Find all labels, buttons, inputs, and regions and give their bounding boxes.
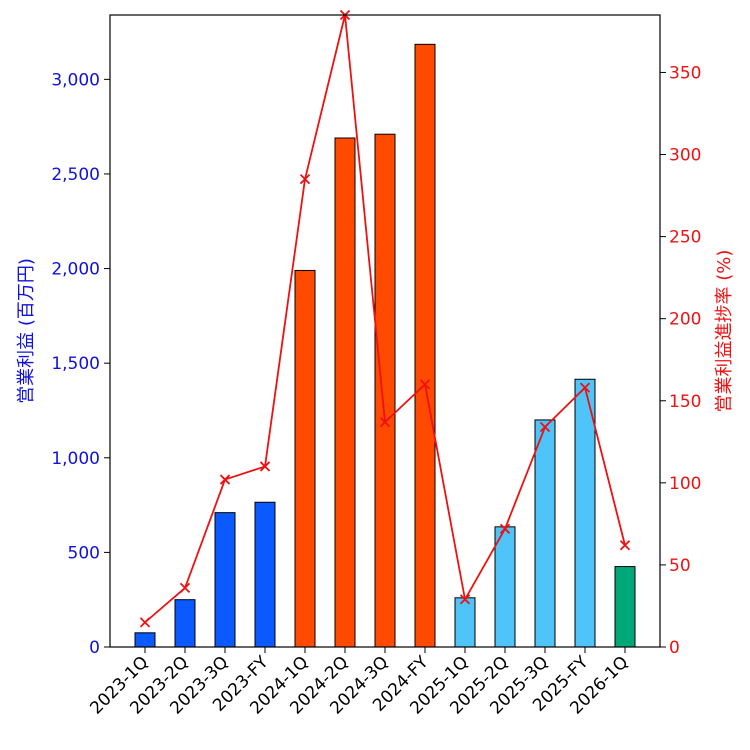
progress-marker-2024-1Q <box>299 174 311 185</box>
progress-marker-2026-1Q <box>619 540 631 551</box>
bar-2025-2Q <box>494 526 516 648</box>
bar-2023-3Q <box>214 512 236 648</box>
bar-2023-2Q <box>174 599 196 648</box>
bar-2024-1Q <box>294 269 316 648</box>
left-tick-label-3000: 3,000 <box>51 70 100 90</box>
bar-2023-1Q <box>134 632 156 648</box>
right-tick-label-200: 200 <box>669 310 701 330</box>
left-tick-label-2000: 2,000 <box>51 260 100 280</box>
left-tick-label-1000: 1,000 <box>51 449 100 469</box>
bar-2025-1Q <box>454 597 476 648</box>
progress-marker-2023-2Q <box>179 582 191 594</box>
bar-2025-3Q <box>534 419 556 648</box>
bar-2026-1Q <box>614 566 636 648</box>
progress-marker-2023-FY <box>259 461 271 472</box>
left-axis-title: 営業利益 (百万円) <box>16 258 37 404</box>
right-axis-title: 営業利益進捗率 (%) <box>714 250 735 413</box>
progress-marker-2025-1Q <box>459 594 471 605</box>
right-tick-label-50: 50 <box>669 556 691 576</box>
left-tick-label-2500: 2,500 <box>51 165 100 185</box>
progress-marker-2024-FY <box>419 379 431 390</box>
right-tick-label-100: 100 <box>669 474 701 494</box>
progress-marker-2025-FY <box>579 382 591 393</box>
left-tick-label-500: 500 <box>68 543 100 563</box>
bar-2024-FY <box>414 43 436 648</box>
left-tick-label-1500: 1,500 <box>51 354 100 374</box>
right-tick-label-250: 250 <box>669 228 701 248</box>
bar-2024-2Q <box>334 137 356 648</box>
progress-marker-2025-2Q <box>499 523 511 534</box>
progress-marker-2024-3Q <box>379 416 391 428</box>
progress-marker-2023-3Q <box>219 474 231 485</box>
right-tick-label-350: 350 <box>669 63 701 83</box>
bar-2023-FY <box>254 501 276 648</box>
bar-2025-FY <box>574 378 596 648</box>
bar-2024-3Q <box>374 133 396 648</box>
right-tick-label-150: 150 <box>669 392 701 412</box>
right-tick-label-0: 0 <box>669 638 680 658</box>
right-tick-label-300: 300 <box>669 146 701 166</box>
progress-marker-2023-1Q <box>139 617 151 628</box>
progress-marker-2025-3Q <box>539 421 551 433</box>
left-tick-label-0: 0 <box>89 638 100 658</box>
